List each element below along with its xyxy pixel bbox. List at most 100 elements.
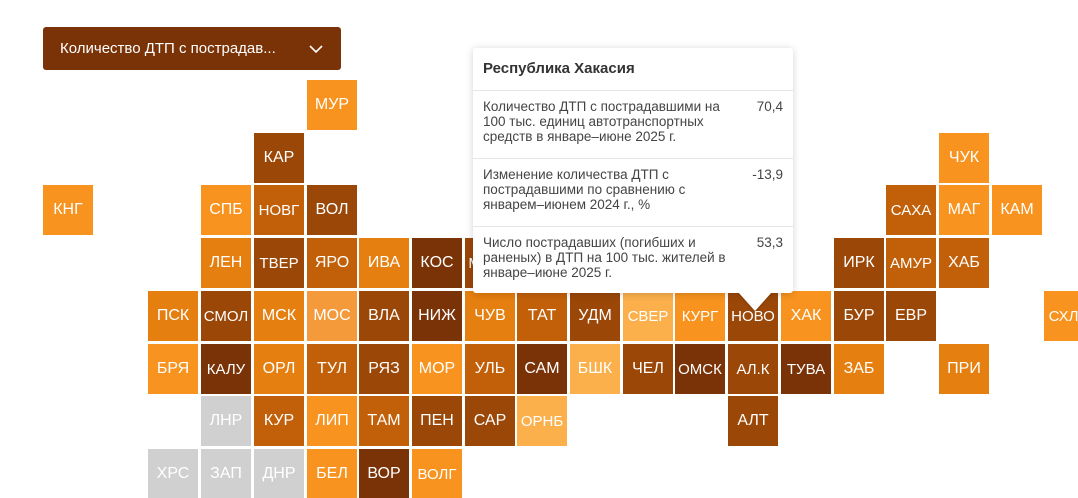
region-code: ВОЛГ	[417, 465, 457, 483]
region-tile[interactable]: САМ	[517, 344, 567, 394]
region-code: МОС	[313, 307, 351, 324]
region-code: МУР	[314, 96, 350, 113]
region-tile[interactable]: ТУЛ	[307, 344, 357, 394]
region-tile[interactable]: ЛИП	[307, 396, 357, 446]
region-tile[interactable]: ИВА	[359, 238, 409, 288]
region-code: ОРЛ	[262, 360, 296, 377]
region-tile[interactable]: МОС	[307, 291, 357, 341]
region-code: ВЛА	[368, 307, 400, 324]
region-tile[interactable]: КАЛУ	[201, 344, 251, 394]
dropdown-selected-value: Количество ДТП с пострадав...	[60, 40, 276, 57]
region-tile[interactable]: РЯЗ	[359, 344, 409, 394]
region-tile[interactable]: МАГ	[939, 185, 989, 235]
region-tile[interactable]: КАМ	[992, 185, 1042, 235]
region-code: МАГ	[947, 201, 981, 218]
region-code: БШК	[577, 360, 613, 377]
region-code: ЧЕЛ	[632, 360, 664, 377]
region-tile[interactable]: ХАК	[781, 291, 831, 341]
region-tile[interactable]: БЕЛ	[307, 449, 357, 498]
region-code: КНГ	[53, 201, 83, 218]
region-code: ХАБ	[948, 254, 980, 271]
region-tile[interactable]: ХРС	[148, 449, 198, 498]
region-tile[interactable]: СМОЛ	[201, 291, 251, 341]
region-tile[interactable]: АЛ.К	[728, 344, 778, 394]
region-tile[interactable]: АЛТ	[728, 396, 778, 446]
region-code: МСК	[261, 307, 297, 324]
region-tile[interactable]: НИЖ	[412, 291, 462, 341]
region-tile[interactable]: ВОЛ	[307, 185, 357, 235]
region-tile[interactable]: ПЕН	[412, 396, 462, 446]
region-tile[interactable]: ПРИ	[939, 344, 989, 394]
region-tile[interactable]: МУР	[307, 80, 357, 130]
region-code: ТВЕР	[259, 254, 299, 272]
region-tile[interactable]: СХЛН	[1044, 291, 1078, 341]
region-tile[interactable]: СПБ	[201, 185, 251, 235]
region-code: АЛТ	[737, 412, 769, 429]
region-tile[interactable]: ТАМ	[359, 396, 409, 446]
region-tile[interactable]: УДМ	[570, 291, 620, 341]
region-tile[interactable]: КОС	[412, 238, 462, 288]
region-tile[interactable]: КУРГ	[675, 291, 725, 341]
region-tile[interactable]: ПСК	[148, 291, 198, 341]
region-code: ЯРО	[314, 254, 350, 271]
region-code: АЛ.К	[736, 360, 770, 378]
tooltip-row-value: 53,3	[756, 235, 783, 250]
region-tile[interactable]: ЧУК	[939, 133, 989, 183]
region-tile[interactable]: ВОЛГ	[412, 449, 462, 498]
region-code: КУР	[263, 412, 295, 429]
region-tile[interactable]: ЛНР	[201, 396, 251, 446]
region-code: СПБ	[209, 201, 243, 218]
region-tile[interactable]: ТВЕР	[254, 238, 304, 288]
tooltip-row-label: Число пострадавших (погибших и раненых) …	[483, 235, 726, 280]
region-code: ЗАП	[210, 465, 242, 482]
indicator-dropdown[interactable]: Количество ДТП с пострадав...	[43, 27, 341, 70]
tooltip-row-label: Изменение количества ДТП с пострадавшими…	[483, 167, 686, 212]
region-code: ВОР	[367, 465, 401, 482]
region-tile[interactable]: ЛЕН	[201, 238, 251, 288]
region-tile[interactable]: СВЕР	[623, 291, 673, 341]
region-tile[interactable]: КАР	[254, 133, 304, 183]
tooltip-pointer	[738, 292, 772, 311]
region-code: МОР	[418, 360, 456, 377]
region-tile[interactable]: ХАБ	[939, 238, 989, 288]
region-tile[interactable]: КУР	[254, 396, 304, 446]
region-code: СВЕР	[627, 307, 669, 325]
region-tile[interactable]: АМУР	[886, 238, 936, 288]
region-tile[interactable]: ОРНБ	[517, 396, 567, 446]
region-tile[interactable]: БУР	[834, 291, 884, 341]
region-tile[interactable]: САХА	[886, 185, 936, 235]
region-code: ЕВР	[894, 307, 927, 324]
region-code: ПРИ	[947, 360, 981, 377]
region-tile[interactable]: ЗАБ	[834, 344, 884, 394]
region-tile[interactable]: БШК	[570, 344, 620, 394]
region-code: КАМ	[1000, 201, 1034, 218]
region-tile[interactable]: ВЛА	[359, 291, 409, 341]
region-tile[interactable]: КНГ	[43, 185, 93, 235]
region-tile[interactable]: ЕВР	[886, 291, 936, 341]
region-tile[interactable]: ЧЕЛ	[623, 344, 673, 394]
region-tile[interactable]: УЛЬ	[465, 344, 515, 394]
region-tile[interactable]: МОР	[412, 344, 462, 394]
region-tile[interactable]: ДНР	[254, 449, 304, 498]
region-tile[interactable]: ИРК	[834, 238, 884, 288]
region-tile[interactable]: НОВГ	[254, 185, 304, 235]
region-tile[interactable]: ЗАП	[201, 449, 251, 498]
tooltip-title: Республика Хакасия	[483, 60, 635, 77]
region-code: ИВА	[367, 254, 401, 271]
region-code: ЛИП	[315, 412, 349, 429]
region-tile[interactable]: САР	[465, 396, 515, 446]
region-tile[interactable]: ЯРО	[307, 238, 357, 288]
region-tile[interactable]: БРЯ	[148, 344, 198, 394]
region-tile[interactable]: ОРЛ	[254, 344, 304, 394]
region-tile[interactable]: ТУВА	[781, 344, 831, 394]
region-code: ЧУК	[948, 149, 980, 166]
region-code: САХА	[890, 201, 932, 219]
region-tile[interactable]: ТАТ	[517, 291, 567, 341]
region-code: НИЖ	[418, 307, 456, 324]
region-code: КОС	[420, 254, 454, 271]
region-tile[interactable]: МСК	[254, 291, 304, 341]
region-code: СХЛН	[1048, 307, 1078, 325]
region-tile[interactable]: ЧУВ	[465, 291, 515, 341]
region-tile[interactable]: ВОР	[359, 449, 409, 498]
region-tile[interactable]: ОМСК	[675, 344, 725, 394]
